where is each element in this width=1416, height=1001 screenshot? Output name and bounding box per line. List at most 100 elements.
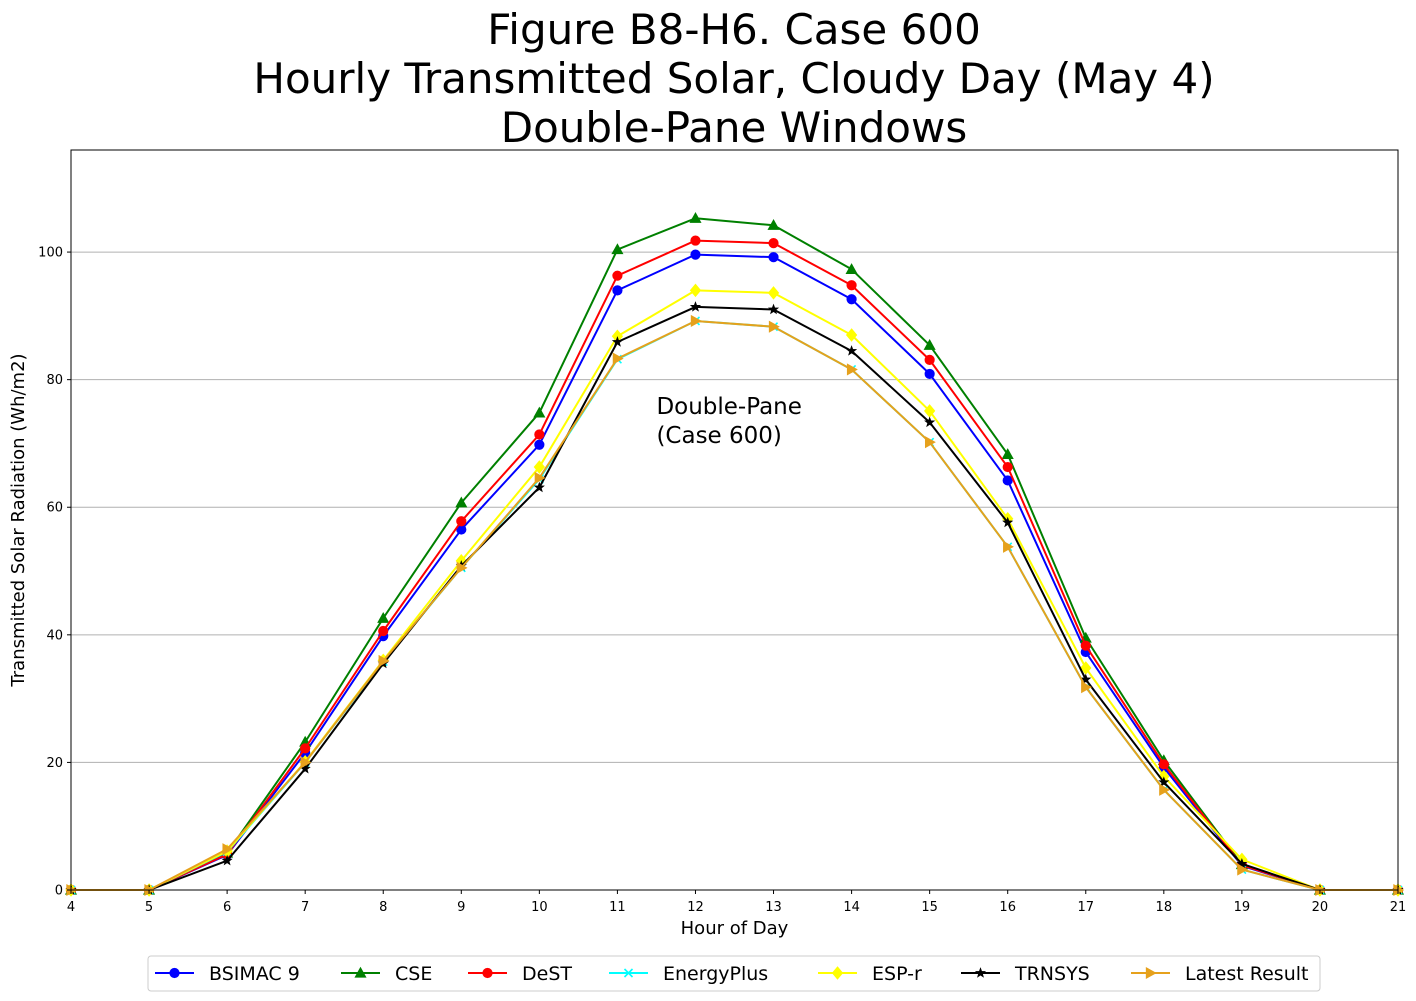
data-point	[689, 301, 702, 312]
data-point	[690, 249, 701, 260]
data-point	[846, 294, 857, 305]
data-point	[456, 561, 468, 574]
series-latest-result	[66, 314, 1405, 897]
data-point	[1236, 857, 1248, 869]
data-point	[690, 235, 701, 246]
y-axis: 0 20 40 60 80 100	[38, 246, 71, 899]
data-point	[924, 416, 936, 428]
data-point	[221, 854, 233, 866]
data-point	[846, 363, 858, 376]
legend-entry: DeST	[468, 963, 572, 985]
data-point	[222, 843, 234, 856]
series-line	[71, 239, 1398, 891]
data-point	[533, 460, 546, 474]
legend-entry: EnergyPlus	[609, 963, 768, 985]
series-layer	[64, 212, 1405, 897]
legend-entry: ESP-r	[818, 963, 922, 985]
data-point	[300, 756, 312, 769]
data-point	[767, 219, 780, 230]
data-point	[533, 481, 545, 493]
data-point	[924, 436, 936, 449]
x-tick-label: 19	[1234, 900, 1251, 915]
data-point	[846, 345, 858, 356]
series-cse	[64, 212, 1405, 895]
data-point	[924, 368, 935, 380]
data-point	[377, 612, 390, 623]
data-point	[1002, 516, 1014, 528]
legend-label: ESP-r	[872, 963, 922, 985]
data-point	[534, 429, 545, 440]
series-line	[71, 319, 1398, 891]
x-axis-label: Hour of Day	[681, 918, 789, 939]
data-point	[378, 654, 390, 668]
series-line	[71, 253, 1398, 891]
y-tick-label: 0	[55, 884, 63, 899]
data-point	[534, 439, 545, 450]
x-tick-label: 15	[921, 900, 938, 915]
series-line	[71, 217, 1398, 891]
data-point	[1080, 673, 1092, 685]
x-tick-label: 17	[1077, 900, 1094, 915]
data-point	[923, 338, 936, 350]
y-tick-label: 40	[46, 628, 63, 643]
data-point	[1002, 461, 1013, 473]
series-line	[71, 305, 1398, 891]
x-tick-label: 5	[145, 900, 153, 915]
data-point	[612, 270, 623, 281]
data-point	[1080, 640, 1091, 651]
x-tick-label: 21	[1390, 900, 1407, 915]
annotation-line: Double-Pane	[656, 394, 801, 420]
title-line: Double-Pane Windows	[501, 103, 967, 152]
y-tick-label: 60	[46, 501, 63, 516]
x-tick-label: 20	[1312, 900, 1329, 915]
data-point	[1159, 783, 1171, 796]
annotation: Double-Pane (Case 600)	[656, 394, 801, 449]
gridlines	[71, 251, 1398, 763]
y-tick-label: 20	[46, 756, 63, 771]
data-point	[845, 328, 858, 342]
data-point	[845, 263, 858, 274]
legend-label: Latest Result	[1185, 963, 1308, 985]
y-tick-label: 100	[38, 246, 63, 261]
legend-label: DeST	[522, 963, 572, 985]
x-tick-label: 9	[457, 900, 465, 915]
legend-marker	[169, 967, 180, 979]
data-point	[768, 320, 780, 333]
data-point	[1158, 776, 1170, 787]
data-point	[612, 352, 624, 365]
data-point	[689, 212, 702, 223]
legend-marker	[1145, 966, 1157, 980]
legend-entry: TRNSYS	[961, 963, 1090, 985]
data-point	[611, 336, 623, 347]
title-line: Hourly Transmitted Solar, Cloudy Day (Ma…	[253, 54, 1214, 103]
x-tick-label: 10	[531, 900, 548, 915]
x-tick-label: 18	[1156, 900, 1173, 915]
data-point	[300, 743, 311, 754]
title-line: Figure B8-H6. Case 600	[487, 5, 981, 54]
x-tick-label: 14	[843, 900, 860, 915]
data-point	[1237, 863, 1249, 876]
x-tick-label: 6	[223, 900, 231, 915]
x-tick-label: 11	[609, 900, 626, 915]
legend-marker	[482, 967, 493, 979]
data-point	[1003, 540, 1014, 553]
data-point	[455, 496, 468, 508]
x-tick-label: 13	[765, 900, 782, 915]
data-point	[767, 286, 780, 300]
legend-box	[147, 955, 1321, 992]
legend-label: TRNSYS	[1014, 963, 1090, 985]
legend-label: EnergyPlus	[663, 963, 768, 985]
data-point	[767, 303, 780, 315]
legend: BSIMAC 9 CSE DeST EnergyPlus ESP-r TRNSYS Late…	[147, 955, 1321, 992]
legend-label: BSIMAC 9	[209, 963, 300, 985]
data-point	[924, 354, 935, 365]
data-point	[1001, 448, 1014, 459]
x-axis: 4 5 6 7 8 9 10 11 12 13 14 15 16 17 18 19 20 21	[67, 890, 1406, 915]
x-tick-label: 8	[379, 900, 387, 915]
data-point	[768, 238, 779, 249]
legend-entry: Latest Result	[1131, 963, 1308, 985]
legend-marker	[623, 968, 634, 978]
data-point	[1002, 475, 1013, 486]
y-tick-label: 80	[46, 373, 63, 388]
